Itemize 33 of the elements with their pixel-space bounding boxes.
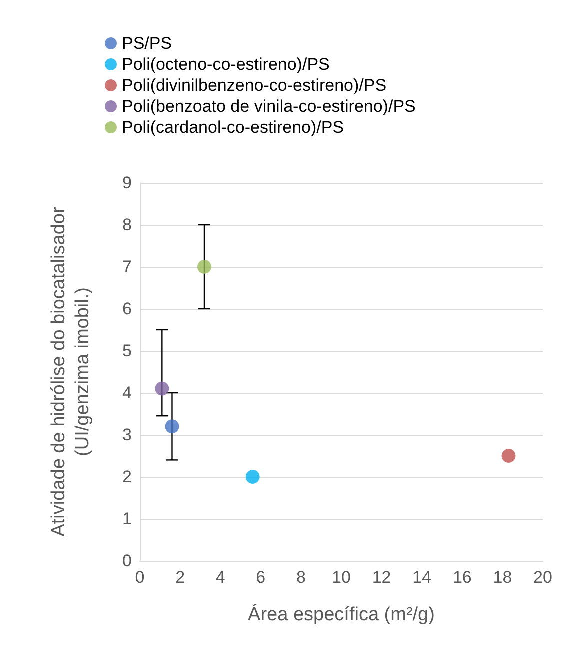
x-tick-label: 20 <box>534 568 552 587</box>
x-tick-label: 8 <box>296 568 306 587</box>
y-tick-label: 9 <box>122 174 132 192</box>
point <box>502 449 516 463</box>
x-tick-label: 12 <box>372 568 392 587</box>
x-tick-label: 6 <box>256 568 266 587</box>
legend-label: Poli(divinilbenzeno-co-estireno)/PS <box>122 76 387 95</box>
x-tick-label: 4 <box>216 568 226 587</box>
x-axis-title: Área específica (m²/g) <box>248 604 435 626</box>
point <box>155 382 170 396</box>
x-tick-label: 18 <box>493 568 512 587</box>
legend-label: Poli(benzoato de vinila-co-estireno)/PS <box>122 97 416 116</box>
x-tick-label: 2 <box>176 568 186 587</box>
point <box>197 260 212 274</box>
point <box>165 420 180 434</box>
legend-label: Poli(octeno-co-estireno)/PS <box>122 55 330 74</box>
y-tick-label: 5 <box>122 342 132 360</box>
y-tick-label: 0 <box>122 552 132 570</box>
legend-label: PS/PS <box>122 34 172 53</box>
x-tick-label: 10 <box>332 568 351 587</box>
y-tick-label: 7 <box>122 258 132 276</box>
y-tick-label: 3 <box>122 426 132 444</box>
y-tick-label: 8 <box>122 216 132 234</box>
y-tick-label: 6 <box>122 300 132 318</box>
x-tick-label: 16 <box>452 568 472 587</box>
legend-label: Poli(cardanol-co-estireno)/PS <box>122 118 344 137</box>
y-tick-label: 1 <box>122 510 132 528</box>
x-tick-label: 0 <box>135 568 145 587</box>
point <box>246 470 260 484</box>
x-tick-label: 14 <box>412 568 432 587</box>
y-axis-title: Atividade de hidrólise do biocatalisador (UI/genzima imobil.) <box>48 206 94 537</box>
y-tick-label: 4 <box>122 384 132 402</box>
y-tick-label: 2 <box>122 468 132 486</box>
